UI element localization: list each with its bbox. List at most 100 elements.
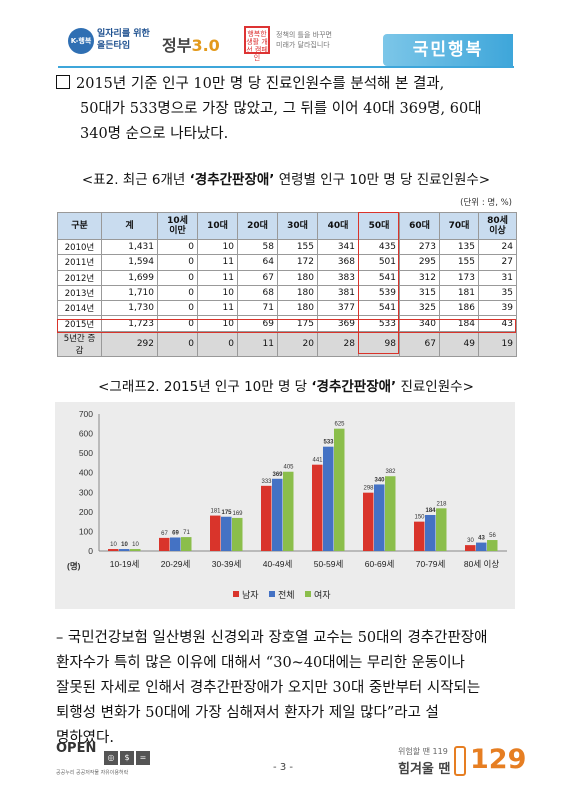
- data-label: 150: [414, 515, 425, 521]
- bar-남자: [363, 492, 374, 551]
- hotline-big-text: 힘겨울 땐: [398, 762, 451, 777]
- table-cell: 1,710: [101, 284, 158, 302]
- table-row-label: 2010년: [57, 238, 102, 256]
- data-label: 69: [172, 530, 179, 536]
- table-cell: 27: [478, 254, 517, 271]
- y-tick-label: 700: [79, 409, 93, 419]
- summary-paragraph: 2015년 기준 인구 10만 명 당 진료인원수를 분석해 본 결과, 50대…: [56, 72, 516, 147]
- table-cell: 0: [197, 330, 238, 357]
- table-header-cell: 계: [101, 212, 158, 240]
- data-label: 369: [272, 472, 283, 478]
- license-icons: ◎ $ =: [104, 745, 152, 765]
- quote-line1: – 국민건강보험 일산병원 신경외과 장호열 교수는 50대의 경추간판장애: [56, 630, 488, 646]
- data-label: 181: [210, 509, 221, 515]
- data-label: 625: [334, 422, 345, 428]
- table-row-label: 2014년: [57, 300, 102, 317]
- campaign-logo: 행복한 생활 개선 캠페인: [244, 26, 270, 62]
- table-cell: 64: [237, 254, 278, 271]
- table-header-cell: 10대: [197, 212, 238, 240]
- legend-swatch: [305, 591, 311, 597]
- data-label: 533: [323, 440, 334, 446]
- table-cell: 341: [317, 238, 359, 256]
- data-label: 10: [121, 542, 128, 548]
- data-label: 333: [261, 479, 272, 485]
- table-cell: 0: [157, 238, 198, 256]
- data-label: 298: [363, 486, 374, 492]
- table-cell: 312: [399, 269, 440, 286]
- table-cell: 1,723: [101, 315, 158, 332]
- data-label: 67: [161, 531, 168, 537]
- table-cell: 295: [399, 254, 440, 271]
- data-label: 10: [110, 542, 117, 548]
- bar-남자: [465, 545, 476, 551]
- quote-line3: 잘못된 자세로 인해서 경추간판장애가 오지만 30대 중반부터 시작되는: [56, 680, 481, 696]
- table-cell: 180: [277, 300, 318, 317]
- table-cell: 186: [439, 300, 479, 317]
- header: K-행복 일자리를 위한 올든타임 정부3.0 행복한 생활 개선 캠페인 정책…: [0, 0, 566, 68]
- table-header-row: 구분 계 10세 이만 10대 20대 30대 40대 50대 60대 70대 80세 이상: [57, 212, 517, 240]
- bar-전체: [425, 514, 436, 551]
- table-cell: 369: [317, 315, 359, 332]
- table-cell: 155: [277, 238, 318, 256]
- table-cell: 20: [277, 330, 318, 357]
- quote-line5: 명하였다.: [56, 730, 114, 746]
- data-label: 43: [478, 536, 485, 542]
- gov-logo-num: 3.0: [191, 36, 220, 55]
- bar-여자: [181, 537, 192, 551]
- table-header-cell: 구분: [57, 212, 102, 240]
- table-cell: 0: [157, 315, 198, 332]
- phone-icon: [454, 746, 466, 776]
- quote-paragraph: – 국민건강보험 일산병원 신경외과 장호열 교수는 50대의 경추간판장애 환…: [56, 626, 516, 751]
- data-label: 175: [221, 510, 232, 516]
- legend-label: 전체: [278, 590, 295, 600]
- open-license-logo: OPEN: [56, 741, 97, 756]
- table-cell: 292: [101, 330, 158, 357]
- table-cell: 35: [478, 284, 517, 302]
- y-tick-label: 100: [79, 526, 93, 536]
- table-cell: 0: [157, 284, 198, 302]
- y-tick-label: 400: [79, 468, 93, 478]
- table-header-cell: 80세 이상: [478, 212, 517, 240]
- table-cell: 68: [237, 284, 278, 302]
- table-cell: 11: [197, 269, 238, 286]
- table-cell: 383: [317, 269, 359, 286]
- table-row-label: 2011년: [57, 254, 102, 271]
- table-cell: 172: [277, 254, 318, 271]
- table-caption: <표2. 최근 6개년 ‘경추간판장애’ 연령별 인구 10만 명 당 진료인원…: [56, 168, 516, 188]
- table-cell: 155: [439, 254, 479, 271]
- table-cell: 0: [157, 254, 198, 271]
- table-cell: 10: [197, 315, 238, 332]
- x-tick-label: 20-29세: [161, 559, 191, 569]
- bar-남자: [414, 521, 425, 551]
- legend-label: 여자: [314, 589, 331, 600]
- footer: OPEN ◎ $ = 공공누리 공공저작물 자유이용허락: [56, 741, 512, 781]
- table-cell: 11: [197, 300, 238, 317]
- bar-전체: [170, 537, 181, 551]
- k-logo-line1: 일자리를 위한: [97, 29, 150, 39]
- table-cell: 180: [277, 284, 318, 302]
- table-cell: 11: [237, 330, 278, 357]
- x-tick-label: 10-19세: [110, 559, 140, 569]
- table-row-label: 2015년: [57, 315, 102, 332]
- x-tick-label: 50-59세: [314, 559, 344, 569]
- table-cell: 69: [237, 315, 278, 332]
- bar-남자: [312, 464, 323, 551]
- graph-caption-prefix: <그래프2. 2015년 인구 10만 명 당: [98, 379, 312, 395]
- table-row: 2011년 1,594 0 11 64 172 368 501 295 155 27: [57, 254, 517, 271]
- bar-전체: [221, 516, 232, 551]
- bar-전체: [119, 549, 130, 551]
- table-row: 2015년 1,723 0 10 69 175 369 533 340 184 43: [57, 315, 517, 332]
- table-row: 2012년 1,699 0 11 67 180 383 541 312 173 31: [57, 269, 517, 286]
- hotline-small-text: 위험할 땐 119: [398, 747, 448, 756]
- legend-label: 남자: [242, 590, 259, 600]
- table-cell: 67: [399, 330, 440, 357]
- graph-caption-suffix: 진료인원수>: [396, 379, 474, 395]
- quote-line2: 환자수가 특히 많은 이유에 대해서 “30~40대에는 무리한 운동이나: [56, 655, 465, 671]
- bar-남자: [261, 485, 272, 551]
- attribution-icon: ◎: [104, 751, 118, 765]
- table-cell: 173: [439, 269, 479, 286]
- table-cell: 381: [317, 284, 359, 302]
- table-row-label: 5년간 증감: [57, 330, 102, 357]
- summary-line1: 2015년 기준 인구 10만 명 당 진료인원수를 분석해 본 결과,: [76, 76, 445, 92]
- chart-container: 0 100 200 300 400 500 600 700 (명) 10-19세 10 10 10 20-…: [55, 402, 515, 609]
